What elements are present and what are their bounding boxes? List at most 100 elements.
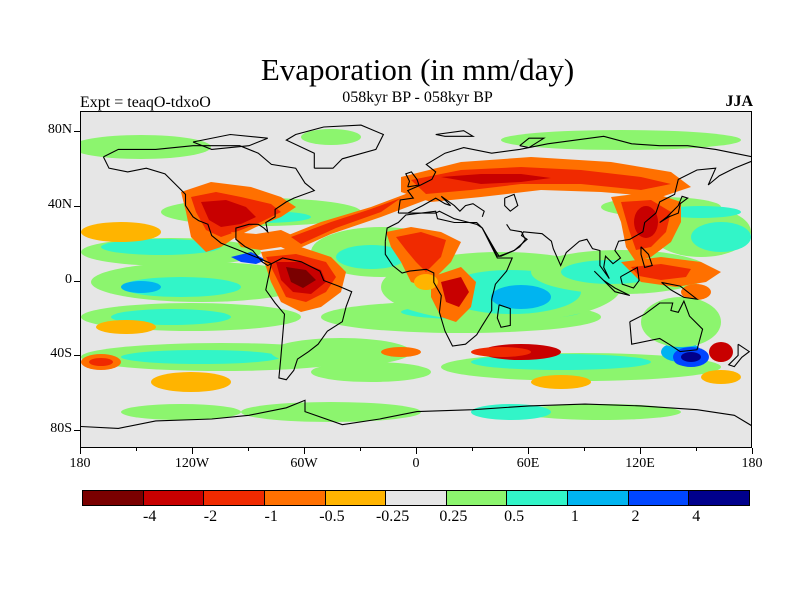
coastline — [265, 257, 353, 381]
field-region — [471, 347, 531, 357]
colorbar-label: -0.25 — [375, 508, 410, 525]
colorbar-swatch — [83, 491, 144, 505]
axis-tick — [528, 448, 529, 454]
field-region — [381, 347, 421, 357]
field-region — [414, 274, 438, 290]
coastline — [629, 299, 704, 353]
field-region — [121, 404, 241, 420]
lat-label-80n: 80N — [47, 122, 72, 137]
colorbar-swatch — [446, 491, 508, 505]
lat-label-40n: 40N — [47, 197, 72, 212]
coastline — [661, 281, 699, 301]
axis-tick — [752, 448, 753, 451]
coastline — [407, 195, 485, 217]
lon-label-60e: 60E — [516, 456, 540, 471]
colorbar-swatch — [264, 491, 326, 505]
plot-title: Evaporation (in mm/day) — [260, 52, 575, 87]
lon-label-60w: 60W — [290, 456, 318, 471]
field-region — [691, 222, 751, 252]
field-region — [501, 130, 741, 150]
coastline — [659, 195, 689, 223]
axis-tick — [74, 355, 80, 356]
field-region — [96, 320, 156, 334]
coastline — [727, 343, 751, 368]
coastline — [619, 266, 640, 289]
axis-tick — [416, 448, 417, 451]
colorbar-swatch — [143, 491, 205, 505]
field-region — [81, 222, 161, 242]
experiment-label: Expt = teaqO-tdxoO — [80, 94, 211, 111]
colorbar-label: -1 — [264, 508, 278, 525]
lon-label-120e: 120E — [625, 456, 655, 471]
axis-tick — [192, 448, 193, 451]
coastline — [398, 160, 751, 279]
lon-label-0: 0 — [412, 456, 420, 471]
coastline — [593, 270, 631, 297]
field-region — [396, 232, 446, 272]
field-region — [286, 267, 316, 288]
axis-tick — [696, 448, 697, 451]
field-region — [231, 252, 266, 264]
lon-label-180e: 180 — [741, 456, 763, 471]
colorbar-label: -2 — [203, 508, 218, 525]
axis-tick — [752, 448, 753, 454]
field-region — [271, 338, 411, 366]
field-region — [301, 129, 361, 145]
field-region — [681, 284, 711, 300]
coastline — [102, 145, 316, 267]
coastline — [192, 133, 268, 150]
colorbar-swatch — [204, 491, 265, 505]
lon-label-180w: 180 — [69, 456, 91, 471]
axis-tick — [192, 448, 193, 454]
field-region — [441, 174, 551, 184]
field-region — [241, 402, 421, 422]
field-region — [151, 372, 231, 392]
axis-tick — [80, 448, 81, 451]
field-region — [709, 342, 733, 362]
field-region — [201, 200, 256, 227]
lon-label-120w: 120W — [174, 456, 210, 471]
axis-tick — [472, 448, 473, 451]
colorbar-label: 1 — [570, 508, 579, 525]
colorbar-label: 0.25 — [439, 508, 468, 525]
colorbar-swatch — [386, 491, 447, 505]
map-panel — [80, 111, 752, 448]
colorbar-swatch — [568, 491, 629, 505]
axis-tick — [640, 448, 641, 454]
colorbar-swatch — [689, 491, 750, 505]
colorbar-label: 2 — [631, 508, 640, 525]
colorbar-label: 0.5 — [504, 508, 525, 525]
field-region — [121, 350, 281, 364]
coastline — [519, 137, 546, 149]
field-region — [81, 135, 211, 159]
coastline — [496, 304, 511, 328]
field-region — [471, 404, 551, 420]
field-region — [491, 285, 551, 309]
lat-label-0: 0 — [65, 272, 72, 287]
coastline — [397, 135, 751, 214]
field-region — [101, 239, 221, 255]
field-region — [631, 264, 691, 280]
axis-tick — [304, 448, 305, 451]
axis-tick — [360, 448, 361, 451]
coastline — [384, 210, 514, 347]
field-region — [441, 277, 469, 307]
colorbar-swatch — [628, 491, 690, 505]
colorbar-label: -0.5 — [319, 508, 345, 525]
field-region — [411, 167, 671, 194]
colorbar — [82, 490, 750, 506]
axis-tick — [416, 448, 417, 454]
evaporation-map — [81, 112, 751, 447]
coastline — [481, 223, 526, 257]
colorbar-swatch — [507, 491, 569, 505]
axis-tick — [136, 448, 137, 451]
coastline — [285, 124, 385, 169]
coastline — [640, 246, 653, 269]
axis-tick — [640, 448, 641, 451]
field-region — [336, 245, 406, 269]
colorbar-swatch — [325, 491, 387, 505]
axis-tick — [74, 281, 80, 282]
coastline — [405, 171, 420, 188]
axis-tick — [528, 448, 529, 451]
field-region — [681, 352, 701, 362]
